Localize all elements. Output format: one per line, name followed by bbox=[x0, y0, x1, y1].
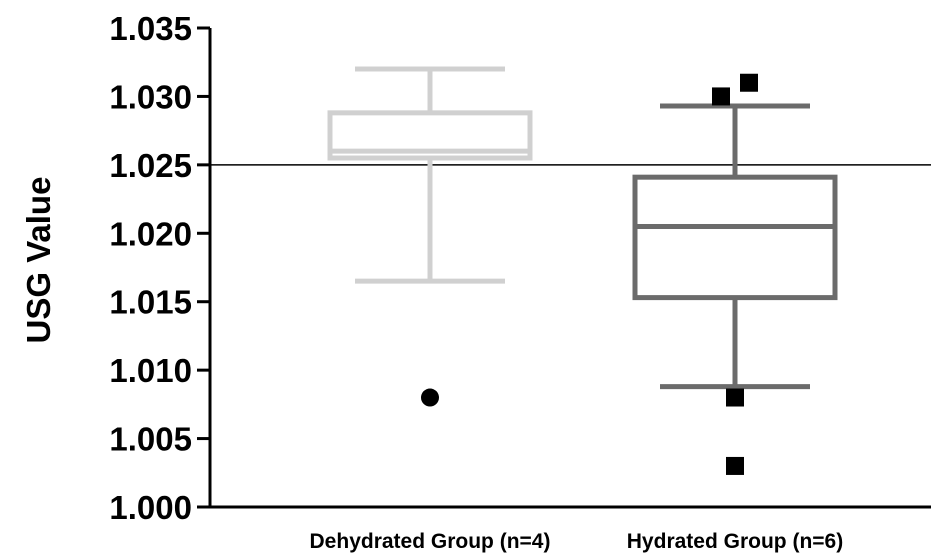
box-group bbox=[327, 66, 533, 407]
y-tick-label: 1.020 bbox=[109, 215, 192, 252]
outlier-point bbox=[726, 456, 744, 475]
outlier-point bbox=[712, 87, 730, 106]
y-tick-label: 1.010 bbox=[109, 352, 192, 389]
box bbox=[327, 110, 533, 161]
y-tick-label: 1.000 bbox=[109, 489, 192, 526]
outlier-point bbox=[740, 73, 758, 92]
y-axis-title: USG Value bbox=[20, 177, 57, 344]
y-tick-label: 1.035 bbox=[109, 10, 192, 47]
outlier-point bbox=[421, 388, 439, 407]
outlier-point bbox=[726, 388, 744, 407]
y-tick-label: 1.030 bbox=[109, 78, 192, 115]
y-tick-label: 1.025 bbox=[109, 147, 192, 184]
y-tick-label: 1.005 bbox=[109, 421, 192, 458]
box bbox=[632, 174, 838, 301]
x-category-label: Dehydrated Group (n=4) bbox=[310, 530, 551, 553]
x-category-label: Hydrated Group (n=6) bbox=[627, 530, 843, 553]
box-group bbox=[632, 73, 838, 475]
y-tick-label: 1.015 bbox=[109, 284, 192, 321]
